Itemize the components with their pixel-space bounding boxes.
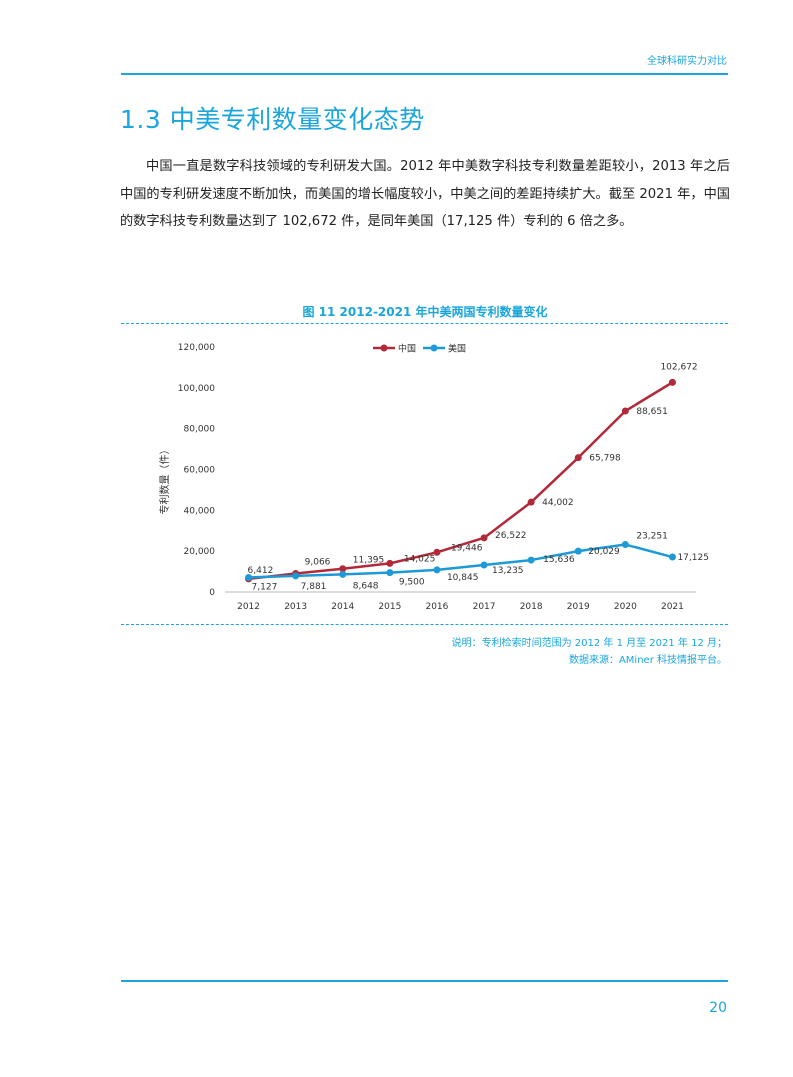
x-tick-label: 2019 [567, 602, 590, 612]
data-label-china: 44,002 [542, 498, 574, 508]
x-tick-label: 2014 [331, 602, 354, 612]
y-tick-label: 100,000 [178, 384, 215, 394]
data-label-china: 88,651 [636, 407, 668, 417]
data-point [339, 570, 347, 578]
y-tick-label: 40,000 [184, 506, 216, 516]
data-point [386, 569, 394, 577]
data-point [574, 547, 582, 555]
data-label-china: 6,412 [248, 566, 274, 576]
section-title: 1.3 中美专利数量变化态势 [120, 105, 425, 134]
data-label-usa: 7,127 [252, 582, 278, 592]
legend-marker [380, 344, 388, 352]
body-paragraph: 中国一直是数字科技领域的专利研发大国。2012 年中美数字科技专利数量差距较小，… [120, 159, 730, 230]
data-point [527, 556, 535, 564]
data-label-usa: 9,500 [399, 578, 425, 588]
data-label-china: 102,672 [660, 362, 697, 372]
running-header: 全球科研实力对比 [647, 56, 727, 67]
y-tick-label: 0 [209, 588, 215, 598]
figure-top-rule [121, 323, 728, 324]
legend-marker [430, 344, 438, 352]
data-point [292, 572, 300, 580]
x-tick-label: 2017 [473, 602, 496, 612]
x-tick-label: 2015 [378, 602, 401, 612]
figure-caption: 图 11 2012-2021 年中美两国专利数量变化 [302, 305, 548, 319]
data-point [339, 565, 347, 573]
data-point [668, 553, 676, 561]
data-label-usa: 15,636 [543, 555, 575, 565]
data-label-china: 26,522 [495, 531, 527, 541]
data-label-usa: 20,029 [588, 547, 620, 557]
figure-bottom-rule [121, 624, 728, 625]
data-point [480, 561, 488, 569]
legend-label: 中国 [398, 343, 416, 355]
legend-label: 美国 [448, 343, 466, 355]
data-point [386, 559, 394, 567]
data-point [621, 407, 629, 415]
y-tick-label: 60,000 [184, 466, 216, 476]
y-axis-label: 专利数量（件） [158, 445, 171, 515]
data-label-usa: 8,648 [353, 581, 379, 591]
data-label-usa: 23,251 [636, 532, 668, 542]
page-number: 20 [709, 1000, 727, 1016]
data-point [527, 498, 535, 506]
x-tick-label: 2016 [425, 602, 448, 612]
data-label-china: 65,798 [589, 454, 621, 464]
patent-line-chart: 0 20,000 40,000 60,000 80,000 100,000 120,000 2… [158, 343, 709, 613]
y-tick-label: 20,000 [184, 547, 216, 557]
header-rule [121, 73, 728, 75]
x-tick-label: 2021 [661, 602, 684, 612]
figure-note: 说明：专利检索时间范围为 2012 年 1 月至 2021 年 12 月； [451, 638, 727, 649]
data-label-usa: 13,235 [492, 566, 524, 576]
data-label-usa: 17,125 [677, 553, 709, 563]
x-tick-label: 2020 [614, 602, 637, 612]
data-point [480, 534, 488, 542]
y-tick-label: 80,000 [184, 425, 216, 435]
data-point [433, 548, 441, 556]
footer-rule [121, 980, 728, 982]
series-line-usa [248, 543, 673, 579]
series-line-china [248, 381, 674, 581]
x-tick-label: 2012 [237, 602, 260, 612]
data-label-usa: 10,845 [447, 573, 479, 583]
y-tick-label: 120,000 [178, 343, 215, 353]
data-point [668, 378, 676, 386]
data-point [574, 454, 582, 462]
x-tick-label: 2018 [520, 602, 543, 612]
data-point [433, 566, 441, 574]
data-label-china: 14,025 [404, 554, 436, 564]
data-point [245, 573, 253, 581]
data-label-china: 19,446 [451, 543, 483, 553]
figure-source: 数据来源：AMiner 科技情报平台。 [568, 655, 727, 666]
x-tick-label: 2013 [284, 602, 307, 612]
data-point [621, 541, 629, 549]
data-label-china: 11,395 [353, 556, 385, 566]
data-label-china: 9,066 [305, 557, 331, 567]
data-label-usa: 7,881 [301, 582, 327, 592]
